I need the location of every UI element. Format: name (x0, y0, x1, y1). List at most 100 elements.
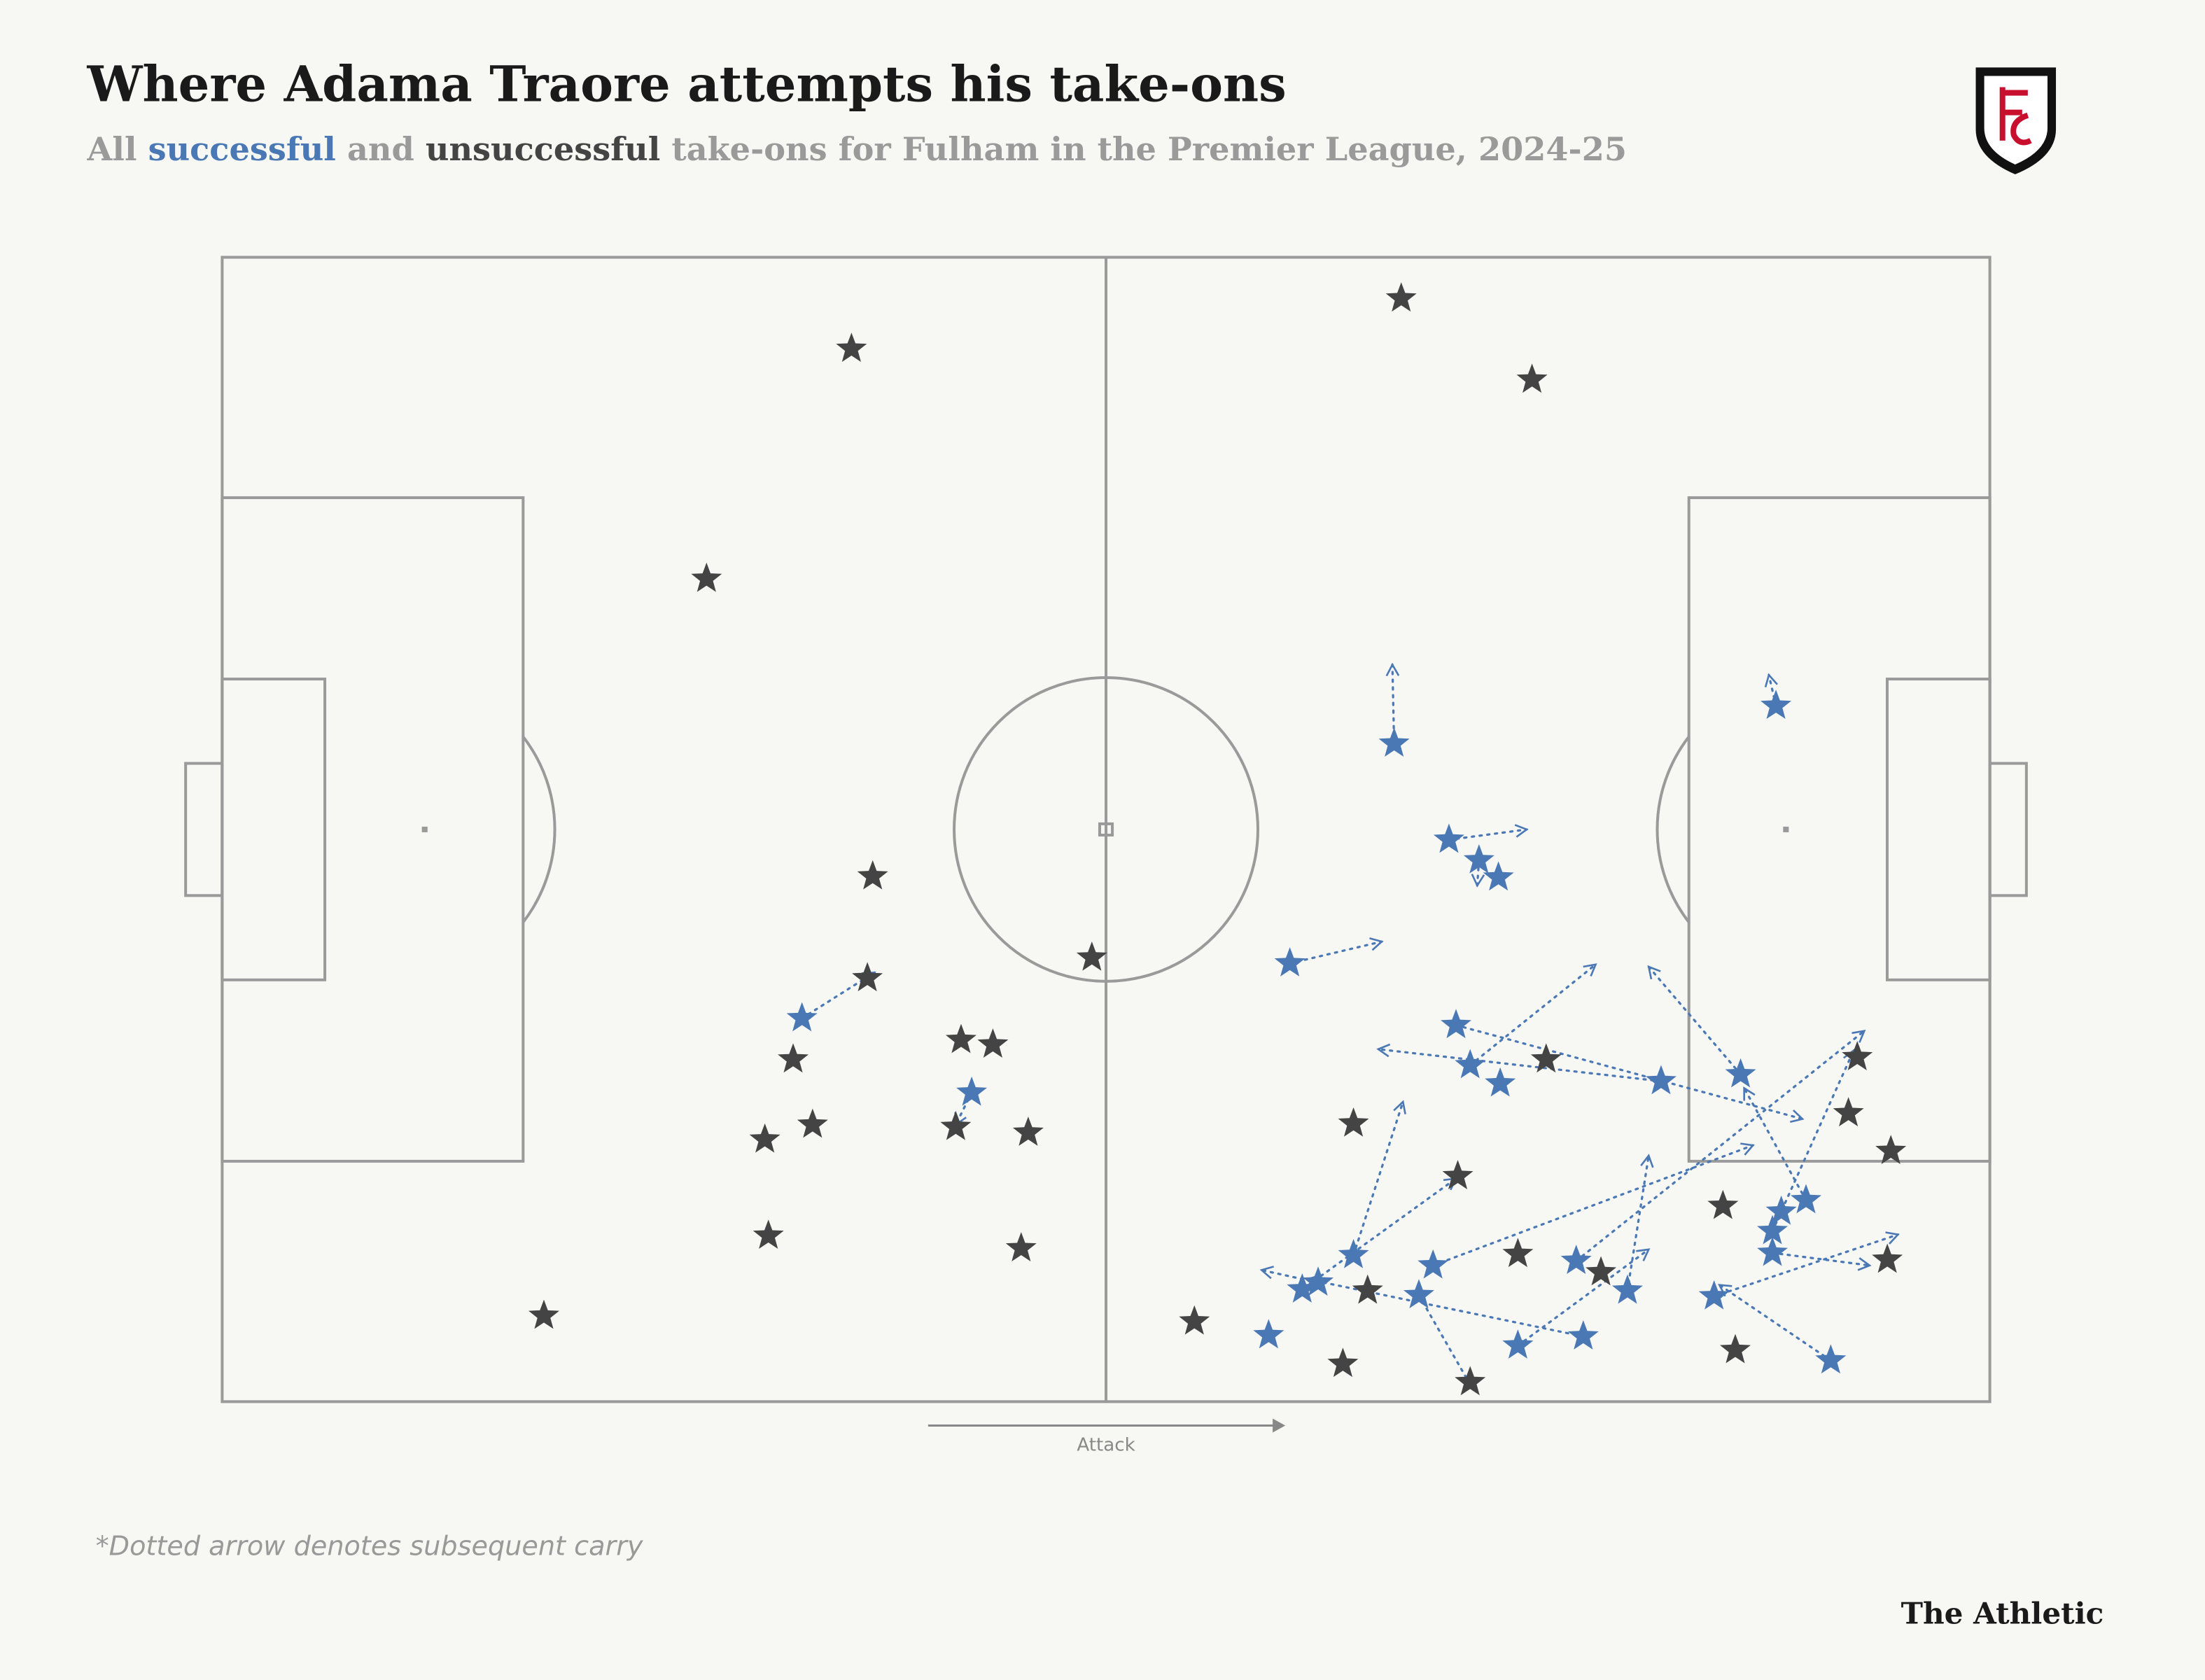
take-on-star (1338, 1107, 1369, 1137)
take-on-star (1327, 1348, 1359, 1378)
carry-arrow (1432, 1142, 1755, 1267)
take-on-star (1012, 1116, 1044, 1146)
carry-arrow (1471, 859, 1485, 888)
carry-line (1469, 963, 1597, 1067)
take-on-star (1707, 1189, 1739, 1219)
take-on-star (1404, 1279, 1434, 1308)
take-on-star (1698, 1280, 1730, 1310)
take-on-star (1757, 1236, 1788, 1266)
carry-arrow (1626, 1154, 1654, 1292)
take-on-star (1567, 1320, 1599, 1350)
carry-arrow (1713, 1231, 1900, 1298)
take-on-star (1005, 1232, 1037, 1261)
take-on-star (1441, 1009, 1471, 1039)
take-on-star (956, 1076, 988, 1106)
take-on-star (1842, 1041, 1873, 1070)
carry-head (1376, 1043, 1391, 1058)
carry-head (1369, 937, 1384, 951)
carry-head (1740, 1142, 1755, 1156)
take-on-star (1485, 1067, 1516, 1097)
carry-head (1636, 1248, 1651, 1261)
take-on-star (1442, 1160, 1474, 1189)
carry-head (1393, 1100, 1406, 1115)
take-on-star (1433, 823, 1464, 853)
carry-line (1377, 1048, 1662, 1083)
carry-arrow (1575, 1029, 1866, 1262)
footnote: *Dotted arrow denotes subsequent carry (96, 1530, 644, 1561)
carry-head (1471, 874, 1485, 888)
carry-arrow (1385, 662, 1400, 745)
take-on-star (1076, 941, 1107, 971)
carry-line (1432, 1144, 1754, 1267)
carry-arrow (1647, 965, 1742, 1076)
take-on-star (1791, 1184, 1821, 1214)
take-on-star (1586, 1256, 1617, 1286)
source: The Athletic (1901, 1596, 2104, 1631)
take-on-star (752, 1219, 784, 1249)
take-on-star (786, 1002, 818, 1032)
carry-head (1583, 963, 1597, 977)
take-on-star (1872, 1243, 1903, 1273)
take-on-star (1303, 1266, 1334, 1296)
carry-arrow (1516, 1248, 1651, 1347)
take-on-star (1760, 690, 1792, 720)
club-crest (1975, 67, 2057, 175)
take-on-star (1645, 1065, 1676, 1095)
take-on-star (1502, 1238, 1534, 1268)
take-on-star (1455, 1049, 1486, 1079)
take-on-star (1725, 1058, 1756, 1088)
carry-line (1771, 1049, 1855, 1233)
take-on-star (1765, 1195, 1797, 1225)
take-on-star (1287, 1273, 1318, 1303)
carry-arrow (1764, 673, 1778, 707)
carry-head (1259, 1266, 1274, 1280)
carry-arrow (1289, 937, 1384, 965)
take-on-star (1875, 1135, 1907, 1165)
take-on-star (1253, 1319, 1284, 1349)
carry-arrow (1469, 963, 1597, 1067)
take-on-star (945, 1023, 976, 1054)
direction-label: Attack (1077, 1435, 1135, 1456)
carry-line (1768, 673, 1777, 707)
take-on-star (1179, 1305, 1210, 1335)
carry-line (1391, 663, 1396, 745)
take-on-star (1530, 1043, 1562, 1073)
carry-line (1448, 828, 1528, 841)
plot-area (528, 282, 1907, 1396)
take-on-star (1352, 1274, 1383, 1304)
carry-head (1743, 1086, 1756, 1101)
subtitle-text: take-ons for Fulham in the Premier Leagu… (671, 130, 1627, 168)
carry-arrow (1743, 1086, 1807, 1202)
carry-head (1857, 1257, 1872, 1271)
take-on-star (852, 962, 883, 992)
carry-line (1647, 965, 1742, 1076)
carry-line (1306, 1278, 1585, 1338)
carry-line (1626, 1154, 1650, 1292)
take-on-star (1815, 1344, 1847, 1374)
take-on-star (1833, 1097, 1864, 1127)
take-on-star (1463, 844, 1494, 874)
carry-arrow (1448, 824, 1529, 841)
carry-line (1301, 1177, 1457, 1291)
take-on-star (977, 1028, 1009, 1058)
carry-line (1743, 1086, 1807, 1202)
take-on-star (1502, 1329, 1534, 1359)
carry-arrow (1352, 1100, 1406, 1256)
carry-line (1352, 1100, 1404, 1256)
carry-line (1575, 1030, 1865, 1262)
take-on-star (836, 332, 867, 362)
subtitle-text: and (347, 130, 414, 168)
carry-arrow (1376, 1043, 1662, 1083)
carry-head (1790, 1110, 1805, 1124)
carry-line (1771, 1252, 1871, 1267)
take-on-star (1274, 947, 1306, 976)
take-on-star (940, 1110, 972, 1140)
take-on-star (1720, 1334, 1751, 1364)
carry-line (1289, 940, 1383, 965)
take-on-star (749, 1123, 780, 1153)
take-on-star (1516, 363, 1548, 393)
take-on-star (1455, 1366, 1486, 1396)
take-on-star (691, 562, 722, 592)
